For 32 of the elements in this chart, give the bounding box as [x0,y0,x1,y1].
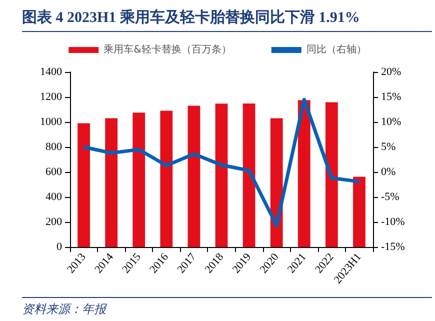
y2-tick-label: -10% [381,216,405,228]
legend-label: 乘用车&轻卡替换（百万条） [104,44,232,56]
chart-title: 图表 4 2023H1 乘用车及轻卡胎替换同比下滑 1.91% [22,8,432,32]
bar [298,100,310,247]
y2-tick-label: 15% [381,91,402,103]
bar [78,123,90,247]
y-tick-label: 1200 [40,91,62,103]
text: 资料来源：年报 [22,297,432,318]
y2-tick-label: 20% [381,66,402,78]
bar [132,112,146,247]
bar [353,176,366,247]
y-tick-label: 1400 [40,66,62,78]
bar [215,104,228,247]
y-tick-label: 400 [46,191,62,203]
bar [242,104,256,247]
bar [105,118,118,247]
y2-tick-label: 5% [381,141,396,153]
bar [188,106,200,247]
y-tick-label: 600 [46,166,62,178]
legend-label: 同比（右轴） [306,44,366,56]
y-tick-label: 1000 [40,116,62,128]
bar [160,110,173,247]
bar [270,118,283,247]
y2-tick-label: 0% [381,166,396,178]
y-tick-label: 800 [46,141,62,153]
y2-tick-label: 10% [381,116,402,128]
bar [325,102,338,247]
y-tick-label: 0 [56,241,62,253]
y2-tick-label: -15% [381,241,405,253]
y-tick-label: 200 [46,216,62,228]
line-series [82,98,361,228]
y2-tick-label: -5% [381,191,400,203]
